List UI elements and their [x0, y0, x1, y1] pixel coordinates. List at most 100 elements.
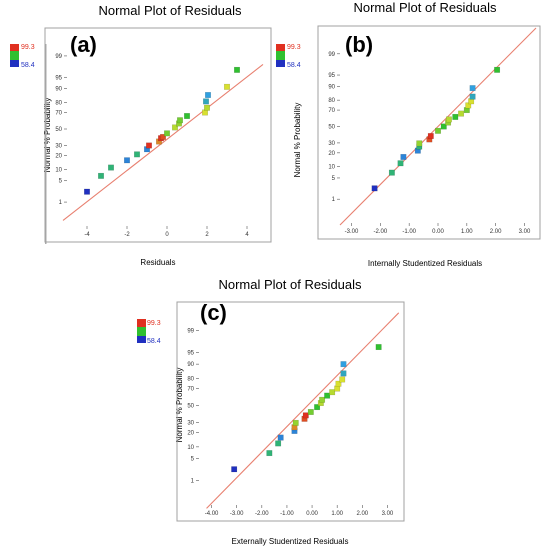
panel-a-ytick-label: 5: [59, 179, 63, 185]
panel-b-data-point: [435, 127, 441, 134]
panel-c-legend-mid-swatch: [137, 327, 146, 336]
panel-b-ytick-label: 99: [328, 52, 335, 58]
panel-a-xlabel: Residuals: [140, 258, 175, 267]
panel-a-ytick-label: 70: [55, 111, 62, 117]
panel-c-ytick-label: 1: [191, 478, 195, 484]
panel-b-xlabel: Internally Studentized Residuals: [368, 259, 482, 268]
panel-a-data-point: [172, 124, 178, 131]
panel-b-data-point: [494, 66, 501, 73]
panel-a-data-point: [177, 117, 183, 124]
panel-b-xtick-label: -2.00: [374, 229, 388, 235]
panel-a-data-point: [204, 104, 210, 111]
panel-a-data-point: [108, 164, 114, 171]
panel-a-ytick-label: 1: [59, 200, 63, 206]
panel-b-data-point: [446, 116, 452, 123]
panel-b-data-point: [427, 133, 434, 140]
panel-a-data-point: [134, 151, 140, 158]
panel-b-title: Normal Plot of Residuals: [353, 0, 497, 15]
panel-b-legend-high-swatch: [276, 44, 285, 51]
panel-a-ytick-label: 10: [55, 167, 62, 173]
panel-c-legend-low-swatch: [137, 336, 146, 343]
panel-a-data-point: [164, 130, 170, 137]
panel-b-ytick-label: 5: [332, 176, 336, 182]
panel-b-label: (b): [345, 32, 373, 57]
panel-c-legend-high-swatch: [137, 319, 146, 327]
panel-c-data-point: [329, 389, 336, 396]
panel-c: Normal Plot of Residuals (c) 99.3 58.4 N…: [137, 277, 362, 546]
panel-b-data-point: [416, 140, 423, 147]
panel-c-data-point: [335, 380, 342, 387]
panel-c-data-point: [266, 450, 273, 457]
panel-b-ytick-label: 30: [328, 141, 335, 147]
panel-a-xtick-label: -2: [124, 232, 130, 238]
panel-b-legend-low-swatch: [276, 60, 285, 67]
panel-b-ytick-label: 80: [328, 98, 335, 104]
panel-c-xtick-label: -3.00: [230, 511, 244, 517]
panel-c-data-point: [319, 396, 326, 403]
panel-a: Normal Plot of Residuals (a) 99.3 58.4 N…: [10, 3, 242, 267]
panel-b-data-point: [465, 102, 472, 109]
panel-c-legend-low: 58.4: [147, 338, 161, 345]
panel-a-data-point: [224, 83, 230, 90]
panel-a-data-point: [203, 98, 209, 105]
panel-a-ytick-label: 90: [55, 87, 62, 93]
panel-c-ytick-label: 5: [191, 457, 195, 463]
panel-a-plot: 1 5 10 20 30 50 70 80 90 95 99 -4 -2 0 2 4: [44, 27, 272, 243]
panel-c-ytick-label: 30: [187, 420, 194, 426]
panel-a-xtick-label: 2: [205, 232, 209, 238]
panel-a-left-edge: [45, 44, 47, 244]
panel-a-legend-low: 58.4: [21, 62, 35, 69]
panel-c-data-point: [302, 412, 309, 419]
panel-c-ytick-label: 10: [187, 445, 194, 451]
panel-c-ytick-label: 99: [187, 329, 194, 335]
panel-c-xtick-label: -1.00: [280, 511, 294, 517]
panel-a-ytick-label: 95: [55, 75, 62, 81]
panel-a-fit-line: [62, 64, 264, 221]
panel-a-legend-mid-swatch: [10, 51, 19, 60]
panel-b-ytick-label: 1: [332, 197, 336, 203]
panel-c-xtick-label: 2.00: [356, 511, 368, 517]
panel-c-ytick-label: 50: [187, 404, 194, 410]
panel-a-label: (a): [70, 32, 97, 57]
panel-c-xtick-label: 3.00: [382, 511, 394, 517]
panel-b-legend-high: 99.3: [287, 44, 301, 51]
panel-b-xtick-label: -1.00: [402, 229, 416, 235]
panel-c-ytick-label: 20: [187, 431, 194, 437]
panel-b-ytick-label: 70: [328, 108, 335, 114]
panel-a-data-point: [98, 172, 104, 179]
panel-a-data-point: [124, 157, 130, 164]
panel-b-ytick-label: 20: [328, 151, 335, 157]
panel-c-legend-high: 99.3: [147, 320, 161, 327]
panel-c-plot: 1 5 10 20 30 50 70 80 90 95 99 -4.00 -3.00 -2.00 -1.00…: [176, 301, 405, 522]
panel-c-frame: [176, 301, 405, 522]
panel-c-data-point: [292, 419, 299, 426]
panel-c-ytick-label: 90: [187, 362, 194, 368]
panel-c-data-point: [275, 440, 282, 447]
panel-b-ylabel: Normal % Probability: [293, 103, 302, 178]
panel-b-data-point: [371, 185, 378, 192]
panel-a-title: Normal Plot of Residuals: [98, 3, 242, 18]
panel-a-legend-high-swatch: [10, 44, 19, 51]
panel-a-xtick-label: -4: [84, 232, 90, 238]
panel-a-legend-high: 99.3: [21, 44, 35, 51]
panel-c-xtick-label: 0.00: [306, 511, 318, 517]
panel-c-data-point: [324, 392, 331, 399]
panel-c-data-point: [375, 344, 382, 351]
panel-b-data-point: [388, 169, 395, 176]
panel-a-data-point: [184, 113, 190, 119]
panel-c-label: (c): [200, 300, 227, 325]
panel-b-ytick-label: 95: [328, 73, 335, 79]
panel-c-data-point: [277, 434, 284, 441]
panel-b-fit-line: [339, 27, 537, 226]
panel-c-data-point: [231, 466, 238, 473]
panel-c-xlabel: Externally Studentized Residuals: [232, 537, 349, 546]
panel-b-ytick-label: 90: [328, 84, 335, 90]
panel-b-ytick-label: 10: [328, 165, 335, 171]
panel-b-data-point: [440, 123, 447, 130]
panel-c-data-point: [339, 376, 346, 383]
panel-b-data-point: [458, 110, 465, 117]
panel-a-legend-low-swatch: [10, 60, 19, 67]
panel-b-xtick-label: 0.00: [432, 229, 444, 235]
panel-b: Normal Plot of Residuals (b) 99.3 58.4 N…: [276, 0, 497, 268]
